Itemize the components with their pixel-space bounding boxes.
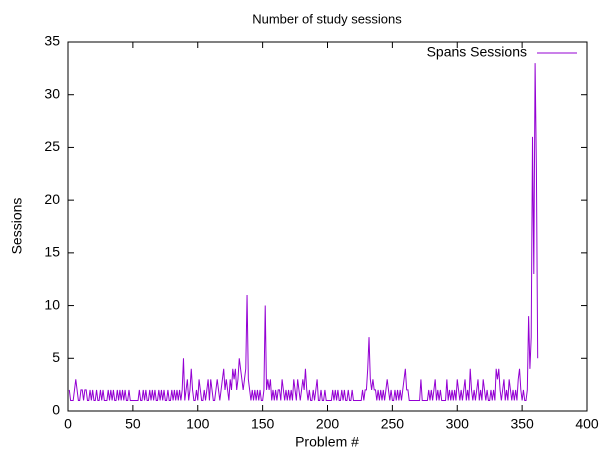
x-tick-label: 350 — [510, 416, 534, 432]
x-tick-label: 250 — [381, 416, 405, 432]
y-axis-label: Sessions — [9, 198, 25, 255]
y-tick-label: 35 — [44, 33, 60, 49]
x-tick-label: 50 — [125, 416, 141, 432]
x-axis-label: Problem # — [295, 434, 359, 450]
x-tick-label: 200 — [316, 416, 340, 432]
x-tick-label: 300 — [446, 416, 470, 432]
x-tick-label: 100 — [186, 416, 210, 432]
chart-title: Number of study sessions — [252, 11, 402, 26]
y-tick-label: 15 — [44, 244, 60, 260]
y-tick-label: 30 — [44, 85, 60, 101]
y-tick-label: 5 — [52, 349, 60, 365]
y-tick-label: 10 — [44, 296, 60, 312]
x-tick-label: 150 — [251, 416, 275, 432]
legend-label: Spans Sessions — [427, 44, 527, 60]
y-tick-label: 0 — [52, 402, 60, 418]
data-line — [68, 63, 539, 401]
y-tick-label: 25 — [44, 138, 60, 154]
x-tick-label: 0 — [64, 416, 72, 432]
y-tick-label: 20 — [44, 191, 60, 207]
x-tick-label: 400 — [575, 416, 599, 432]
